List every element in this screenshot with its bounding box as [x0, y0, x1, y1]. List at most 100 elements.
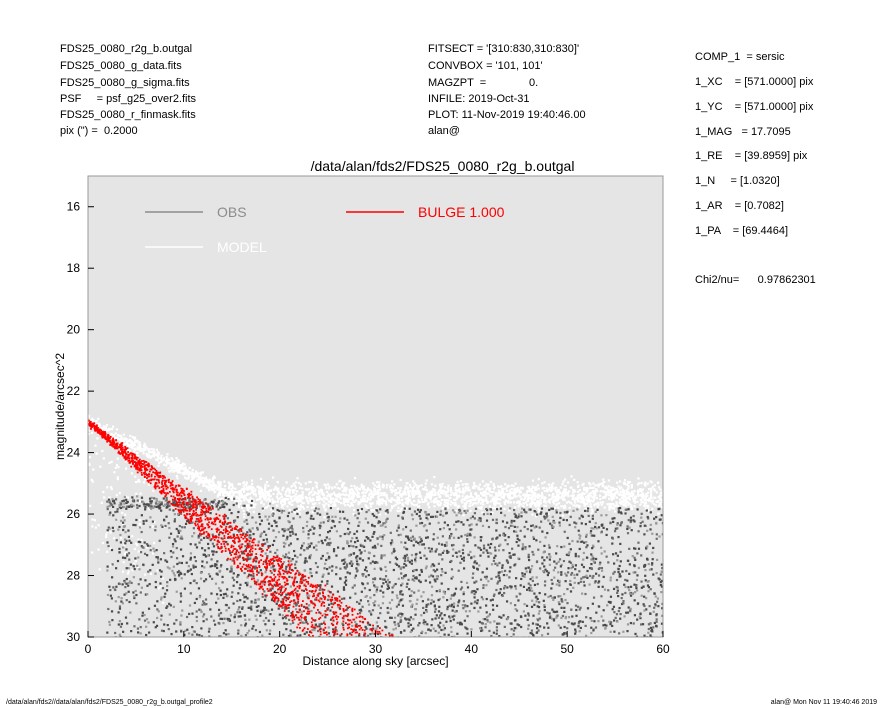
model-point — [592, 491, 595, 494]
obs-point — [328, 543, 331, 547]
obs-point — [573, 576, 576, 580]
model-point — [236, 496, 239, 499]
model-point — [338, 493, 341, 497]
model-point — [225, 491, 228, 494]
model-point — [553, 486, 557, 490]
obs-point — [120, 622, 123, 626]
obs-point — [425, 529, 428, 532]
obs-point — [106, 569, 109, 572]
obs-point — [435, 614, 438, 617]
model-point — [592, 498, 596, 501]
obs-point — [369, 596, 372, 599]
model-point — [378, 481, 381, 484]
model-point — [376, 485, 379, 488]
obs-point — [525, 570, 528, 573]
obs-point — [404, 617, 407, 620]
model-point — [146, 455, 150, 459]
model-point — [489, 494, 492, 497]
model-point — [147, 449, 151, 452]
obs-point — [451, 609, 454, 612]
obs-point — [480, 640, 482, 642]
obs-point — [552, 619, 556, 622]
obs-point — [561, 614, 565, 618]
header-middle-line: alan@ — [428, 125, 460, 137]
model-point — [193, 474, 196, 477]
model-point — [310, 491, 313, 494]
obs-point — [553, 596, 556, 599]
obs-point — [510, 628, 513, 631]
model-point — [500, 489, 503, 492]
model-point — [177, 459, 181, 462]
model-point — [585, 486, 589, 490]
obs-point — [589, 641, 591, 643]
obs-point — [442, 628, 445, 632]
header-left-line: FDS25_0080_r_finmask.fits — [60, 109, 196, 121]
model-point — [649, 493, 653, 496]
model-point — [612, 504, 616, 507]
model-point — [261, 495, 264, 498]
model-point — [121, 511, 124, 514]
obs-point — [311, 628, 314, 631]
obs-point — [543, 544, 546, 548]
model-point — [276, 493, 279, 496]
obs-point — [203, 603, 207, 606]
model-point — [320, 492, 323, 495]
model-point — [407, 493, 410, 496]
model-point — [137, 538, 140, 541]
model-point — [351, 497, 354, 500]
obs-point — [615, 585, 618, 589]
model-point — [430, 500, 433, 503]
model-point — [613, 488, 616, 492]
obs-point — [354, 574, 358, 577]
obs-point — [538, 591, 541, 595]
obs-point — [199, 577, 203, 580]
model-point — [309, 498, 312, 502]
model-point — [433, 489, 436, 492]
obs-point — [275, 525, 278, 528]
obs-point — [390, 616, 393, 619]
model-point — [126, 440, 129, 443]
model-point — [374, 488, 377, 491]
model-point — [200, 471, 203, 474]
obs-point — [625, 640, 627, 642]
obs-point — [438, 597, 441, 601]
model-point — [328, 485, 331, 488]
obs-point — [254, 629, 258, 632]
obs-point — [219, 589, 222, 592]
model-point — [505, 487, 508, 490]
model-point — [622, 504, 625, 507]
model-point — [449, 487, 452, 490]
model-point — [353, 484, 356, 488]
model-point — [294, 493, 298, 496]
obs-point — [123, 593, 126, 596]
obs-point — [107, 544, 110, 548]
obs-point — [198, 633, 201, 637]
model-point — [580, 493, 584, 496]
model-point — [627, 497, 630, 500]
obs-point — [227, 632, 230, 636]
model-point — [482, 503, 485, 506]
obs-point — [619, 511, 623, 514]
obs-point — [326, 641, 328, 643]
obs-point — [441, 617, 444, 620]
obs-point — [370, 613, 373, 616]
obs-point — [446, 642, 448, 644]
model-point — [473, 486, 476, 489]
obs-point — [233, 497, 236, 500]
obs-point — [591, 514, 594, 517]
obs-point — [419, 537, 423, 540]
obs-point — [265, 566, 268, 570]
model-point — [199, 489, 203, 493]
obs-point — [473, 596, 476, 599]
obs-point — [576, 508, 579, 511]
obs-point — [114, 600, 117, 603]
obs-point — [580, 577, 583, 580]
model-point — [359, 500, 362, 503]
model-point — [341, 482, 344, 485]
obs-point — [507, 536, 510, 539]
model-point — [564, 488, 568, 491]
obs-point — [335, 573, 338, 576]
model-point — [429, 490, 432, 494]
obs-point — [381, 538, 384, 541]
model-point — [535, 488, 538, 491]
